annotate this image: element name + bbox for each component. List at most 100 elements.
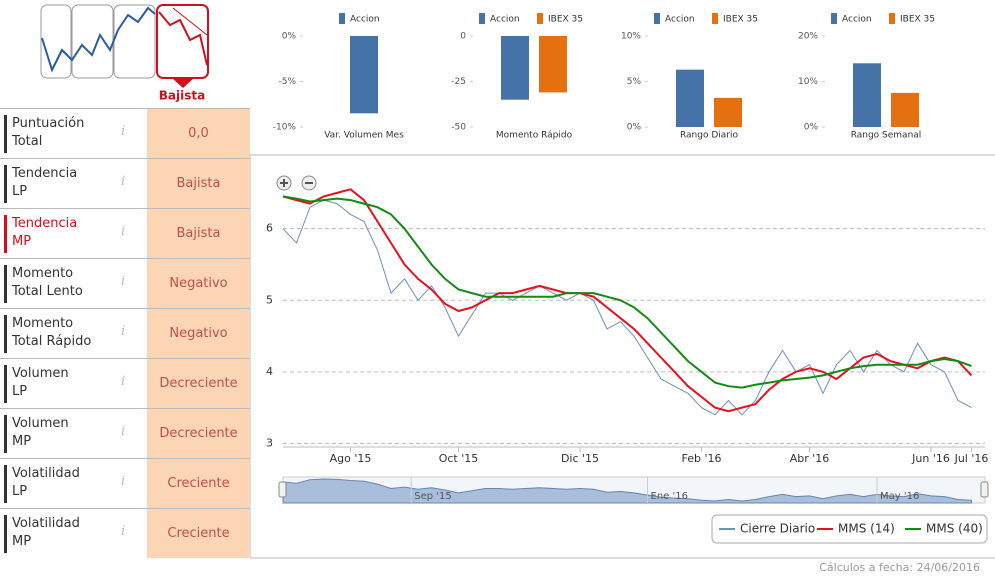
row-value: Decreciente (147, 359, 250, 408)
trend-line (158, 11, 208, 66)
score-row: Tendencia MP i Bajista (0, 208, 250, 258)
row-label: Tendencia MP (4, 215, 77, 253)
y-tick-label: 4 (266, 365, 273, 378)
bar (501, 36, 529, 100)
trend-guide (172, 7, 208, 36)
y-tick-label: 20% (798, 32, 818, 42)
y-tick-label: 10% (621, 32, 641, 42)
legend-label: Accion (490, 15, 520, 25)
trend-icons: Bajista (40, 4, 209, 103)
selected-pointer (172, 78, 194, 88)
score-row: Momento Total Rápido i Negativo (0, 308, 250, 358)
y-tick-label: 0% (804, 123, 819, 133)
y-tick-label: -25 (451, 77, 466, 87)
row-label: Volatilidad MP (4, 515, 80, 553)
row-label: Puntuación Total (4, 115, 84, 153)
row-label: Volumen MP (4, 415, 69, 453)
y-tick-label: 0% (282, 32, 297, 42)
navigator-handle[interactable] (980, 481, 989, 498)
legend-box (711, 514, 988, 544)
y-tick-label: 6 (266, 222, 273, 235)
trend-box[interactable] (71, 4, 114, 79)
trend-box[interactable] (113, 4, 156, 79)
score-row: Volatilidad MP i Creciente (0, 508, 250, 558)
info-icon[interactable]: i (121, 324, 126, 339)
row-label: Momento Total Lento (4, 265, 83, 303)
y-tick-label: 10% (798, 77, 818, 87)
footer: Cálculos a fecha: 24/06/2016 (819, 561, 980, 574)
score-row: Volumen LP i Decreciente (0, 358, 250, 408)
row-value: Negativo (147, 259, 250, 308)
navigator-handle[interactable] (278, 481, 287, 498)
y-tick-label: -5% (278, 77, 296, 87)
bar (539, 36, 567, 93)
score-row: Volatilidad LP i Creciente (0, 458, 250, 508)
legend-label: Accion (665, 15, 695, 25)
legend-swatch (889, 13, 895, 24)
series-line (282, 195, 972, 389)
bar (676, 69, 704, 127)
info-icon[interactable]: i (121, 474, 126, 489)
trend-box[interactable] (40, 4, 72, 79)
legend-swatch (339, 13, 345, 24)
info-icon[interactable]: i (121, 374, 126, 389)
info-icon[interactable]: i (121, 174, 126, 189)
info-icon[interactable]: i (121, 274, 126, 289)
row-label: Volumen LP (4, 365, 69, 403)
y-tick-label: -50 (451, 123, 466, 133)
row-label: Momento Total Rápido (4, 315, 91, 353)
info-icon[interactable]: i (121, 224, 126, 239)
legend-swatch (654, 13, 660, 24)
bar (714, 97, 742, 127)
series-line (282, 188, 973, 413)
x-tick-label: Jul '16 (954, 452, 989, 465)
legend-label: IBEX 35 (723, 15, 758, 25)
x-tick-label: Jun '16 (911, 452, 950, 465)
zoom-buttons (276, 175, 317, 191)
navigator-label: Ene '16 (651, 491, 688, 502)
legend-swatch (479, 13, 485, 24)
info-icon[interactable]: i (121, 524, 126, 539)
y-tick-label: 3 (266, 436, 273, 449)
score-row: Momento Total Lento i Negativo (0, 258, 250, 308)
row-value: Creciente (147, 509, 250, 558)
trend-line (41, 6, 156, 73)
legend-label: MMS (40) (926, 522, 983, 536)
legend-swatch (831, 13, 837, 24)
x-axis-label: Rango Semanal (851, 131, 922, 141)
info-icon[interactable]: i (121, 424, 126, 439)
legend-label: Accion (842, 15, 872, 25)
row-value: Bajista (147, 159, 250, 208)
x-tick-label: Dic '15 (561, 452, 599, 465)
legend-label: IBEX 35 (900, 15, 935, 25)
bar (891, 92, 919, 127)
legend-swatch (537, 13, 543, 24)
bar (853, 63, 881, 127)
x-axis-label: Var. Volumen Mes (324, 131, 404, 141)
score-row: Tendencia LP i Bajista (0, 158, 250, 208)
row-value: Creciente (147, 459, 250, 508)
bar (350, 36, 378, 114)
y-tick-label: 5% (627, 77, 642, 87)
score-row: Puntuación Total i 0,0 (0, 108, 250, 158)
x-tick-label: Oct '15 (439, 452, 479, 465)
selected-trend: Bajista (159, 89, 205, 103)
x-axis-label: Rango Diario (680, 131, 739, 141)
row-label: Volatilidad LP (4, 465, 80, 503)
row-value: 0,0 (147, 109, 250, 158)
row-value: Bajista (147, 209, 250, 258)
x-tick-label: Feb '16 (682, 452, 722, 465)
series-line (282, 199, 972, 416)
row-label: Tendencia LP (4, 165, 77, 203)
score-table: Puntuación Total i 0,0 Tendencia LP i Bajista… (0, 108, 250, 558)
x-axis-label: Momento Rápido (496, 131, 573, 141)
y-tick-label: 0% (627, 123, 642, 133)
info-icon[interactable]: i (121, 124, 126, 139)
y-tick-label: -10% (273, 123, 297, 133)
legend-swatch (712, 13, 718, 24)
score-row: Volumen MP i Decreciente (0, 408, 250, 458)
x-tick-label: Ago '15 (330, 452, 372, 465)
navigator-label: Sep '15 (414, 491, 452, 502)
